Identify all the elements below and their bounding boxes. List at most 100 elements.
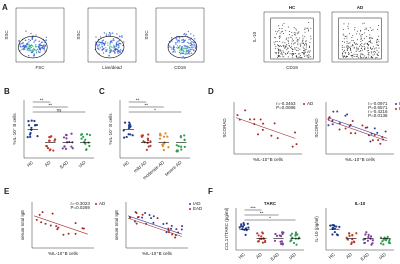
sample-dot <box>180 228 183 231</box>
event-dot <box>26 49 29 51</box>
event-dot <box>303 54 305 56</box>
event-dot <box>344 41 346 43</box>
event-dot <box>290 43 292 45</box>
event-dot <box>183 50 185 53</box>
event-dot <box>278 38 280 40</box>
sample-dot <box>336 110 339 113</box>
event-dot <box>104 41 107 43</box>
event-dot <box>289 53 291 55</box>
event-dot <box>189 42 192 44</box>
event-dot <box>287 26 289 28</box>
sample-dot <box>35 218 38 221</box>
panel-letter: A <box>2 3 8 12</box>
event-dot <box>30 44 33 46</box>
event-dot <box>293 32 295 34</box>
event-dot <box>169 45 171 47</box>
event-dot <box>300 44 302 46</box>
event-dot <box>370 46 372 48</box>
sample-dot <box>244 233 247 236</box>
event-dot <box>283 47 285 49</box>
event-dot <box>345 56 347 58</box>
event-dot <box>286 37 288 39</box>
sample-dot <box>167 146 170 149</box>
regression-line <box>327 119 388 142</box>
event-dot <box>43 47 46 49</box>
plot-frame <box>331 11 389 63</box>
event-dot <box>112 47 115 49</box>
sample-dot <box>276 137 279 140</box>
sample-dot <box>129 125 132 128</box>
event-dot <box>30 46 32 49</box>
significance-label: ** <box>40 98 44 103</box>
sample-dot <box>33 119 36 123</box>
event-dot <box>352 45 354 47</box>
x-axis-label: Live/dead <box>102 65 122 70</box>
event-dot <box>301 57 303 59</box>
sample-dot <box>245 229 248 232</box>
event-dot <box>28 46 30 49</box>
sample-dot <box>382 243 385 246</box>
event-dot <box>278 51 280 53</box>
sample-dot <box>292 241 296 245</box>
sample-dot <box>87 141 90 144</box>
event-dot <box>288 31 290 33</box>
event-dot <box>298 57 300 59</box>
event-dot <box>305 43 307 45</box>
sample-dot <box>244 109 247 112</box>
event-dot <box>38 40 40 43</box>
event-dot <box>278 36 280 38</box>
event-dot <box>305 46 307 48</box>
event-dot <box>363 55 365 57</box>
event-dot <box>303 47 305 49</box>
event-dot <box>302 39 304 41</box>
event-dot <box>307 50 309 52</box>
sample-dot <box>84 138 87 141</box>
sample-dot <box>30 119 33 122</box>
event-dot <box>108 50 111 52</box>
sample-dot <box>82 135 85 138</box>
event-dot <box>297 47 299 49</box>
event-dot <box>21 48 23 51</box>
event-dot <box>372 54 374 56</box>
sample-dot <box>257 240 260 243</box>
sample-dot <box>165 222 168 225</box>
event-dot <box>360 39 362 41</box>
event-dot <box>354 43 356 45</box>
event-dot <box>275 30 277 32</box>
event-dot <box>189 47 191 49</box>
sample-dot <box>379 236 382 239</box>
x-axis-label: %IL-10⁺B cells <box>48 251 79 256</box>
legend-label: AD <box>99 201 106 206</box>
stat-label: r=-0.4216 <box>368 109 388 114</box>
event-dot <box>283 51 285 53</box>
regression-line <box>33 215 88 235</box>
event-dot <box>174 51 176 53</box>
legend-marker <box>395 103 397 105</box>
event-dot <box>356 47 358 49</box>
sample-dot <box>281 231 284 234</box>
y-axis-label: serum total IgE <box>20 210 25 240</box>
sample-dot <box>346 113 349 116</box>
event-dot <box>282 32 284 34</box>
sample-dot <box>261 232 265 235</box>
sample-dot <box>257 133 260 136</box>
event-dot <box>191 48 193 50</box>
event-dot <box>29 47 31 50</box>
sample-dot <box>384 130 387 133</box>
y-axis-label: CCL17/TARC (pg/ml) <box>224 207 229 250</box>
event-dot <box>302 46 304 48</box>
event-dot <box>309 50 311 52</box>
event-dot <box>361 46 363 48</box>
sample-dot <box>335 225 338 228</box>
event-dot <box>344 51 346 53</box>
event-dot <box>360 35 362 37</box>
event-dot <box>304 27 306 29</box>
sample-dot <box>327 124 330 127</box>
sample-dot <box>167 229 170 232</box>
event-dot <box>112 39 114 41</box>
event-dot <box>28 38 30 41</box>
gate <box>338 17 382 60</box>
sample-dot <box>369 140 372 143</box>
significance-label: ns <box>57 108 63 113</box>
legend-marker <box>95 203 97 205</box>
